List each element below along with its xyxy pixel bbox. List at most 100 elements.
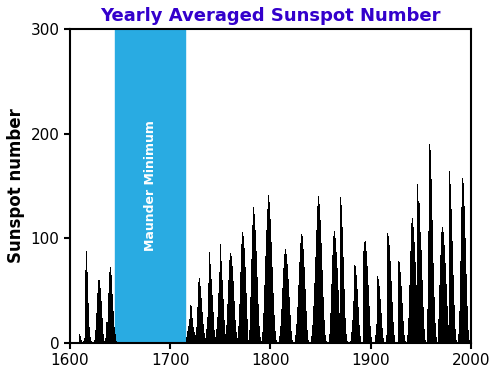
Bar	[469, 339, 470, 343]
Bar	[105, 339, 106, 343]
Bar	[314, 283, 315, 343]
Bar	[274, 315, 275, 343]
Bar	[418, 201, 419, 343]
Bar	[341, 205, 342, 343]
Bar	[286, 254, 287, 343]
Bar	[296, 324, 297, 343]
Bar	[227, 304, 228, 343]
Bar	[464, 206, 465, 343]
Bar	[353, 301, 354, 343]
Bar	[436, 338, 437, 343]
Bar	[187, 331, 188, 343]
Bar	[338, 290, 339, 343]
Bar	[317, 206, 318, 343]
Bar	[91, 340, 92, 343]
Bar	[195, 335, 196, 343]
Bar	[217, 316, 218, 343]
Bar	[85, 270, 86, 343]
Bar	[441, 232, 442, 343]
Bar	[310, 342, 311, 343]
Bar	[236, 332, 237, 343]
Bar	[205, 339, 206, 343]
Bar	[245, 267, 246, 343]
Bar	[452, 242, 453, 343]
Bar	[391, 281, 392, 343]
Bar	[87, 272, 88, 343]
Bar	[83, 340, 84, 343]
Bar	[278, 342, 279, 343]
Bar	[92, 342, 93, 343]
Bar	[264, 285, 265, 343]
Bar	[113, 327, 114, 343]
Bar	[454, 305, 455, 343]
Bar	[387, 233, 388, 343]
Bar	[223, 299, 224, 343]
Bar	[448, 325, 449, 343]
Bar	[285, 249, 286, 343]
Bar	[325, 335, 326, 343]
Bar	[207, 316, 208, 343]
Bar	[301, 234, 302, 343]
Bar	[356, 275, 357, 343]
Bar	[440, 255, 441, 343]
Bar	[115, 340, 116, 343]
Bar	[393, 322, 394, 343]
Bar	[389, 246, 390, 343]
Bar	[193, 327, 194, 343]
Bar	[273, 292, 274, 343]
Bar	[412, 218, 413, 343]
Bar	[84, 339, 85, 343]
Bar	[447, 306, 448, 343]
Bar	[80, 334, 81, 343]
Bar	[390, 261, 391, 343]
Bar	[98, 280, 99, 343]
Bar	[445, 263, 446, 343]
Bar	[424, 329, 425, 343]
Bar	[208, 283, 209, 343]
Bar	[397, 342, 398, 343]
Bar	[257, 277, 258, 343]
Bar	[456, 339, 457, 343]
Bar	[453, 275, 454, 343]
Bar	[202, 312, 203, 343]
Bar	[423, 307, 424, 343]
Bar	[431, 178, 432, 343]
Bar	[360, 336, 361, 343]
Bar	[206, 329, 207, 343]
Bar	[230, 253, 231, 343]
Bar	[444, 246, 445, 343]
Bar	[263, 314, 264, 343]
Bar	[410, 251, 411, 343]
Bar	[334, 231, 335, 343]
Bar	[292, 339, 293, 343]
Bar	[377, 276, 378, 343]
Bar	[315, 257, 316, 343]
Bar	[241, 244, 242, 343]
Bar	[430, 150, 431, 343]
Bar	[320, 220, 321, 343]
Bar	[200, 286, 201, 343]
Bar	[276, 339, 277, 343]
Bar	[210, 264, 211, 343]
Bar	[402, 303, 403, 343]
Bar	[234, 301, 235, 343]
Bar	[417, 184, 418, 343]
Bar	[398, 261, 399, 343]
Bar	[429, 144, 430, 343]
Bar	[347, 340, 348, 343]
Bar	[244, 248, 245, 343]
Bar	[422, 280, 423, 343]
Bar	[190, 305, 191, 343]
Bar	[376, 324, 377, 343]
Bar	[110, 275, 111, 343]
Bar	[306, 311, 307, 343]
Bar	[101, 301, 102, 343]
Bar	[106, 322, 107, 343]
Bar	[218, 292, 219, 343]
Bar	[189, 319, 190, 343]
Bar	[322, 270, 323, 343]
Bar	[365, 242, 366, 343]
Bar	[461, 207, 462, 343]
Bar	[282, 288, 283, 343]
Bar	[392, 302, 393, 343]
